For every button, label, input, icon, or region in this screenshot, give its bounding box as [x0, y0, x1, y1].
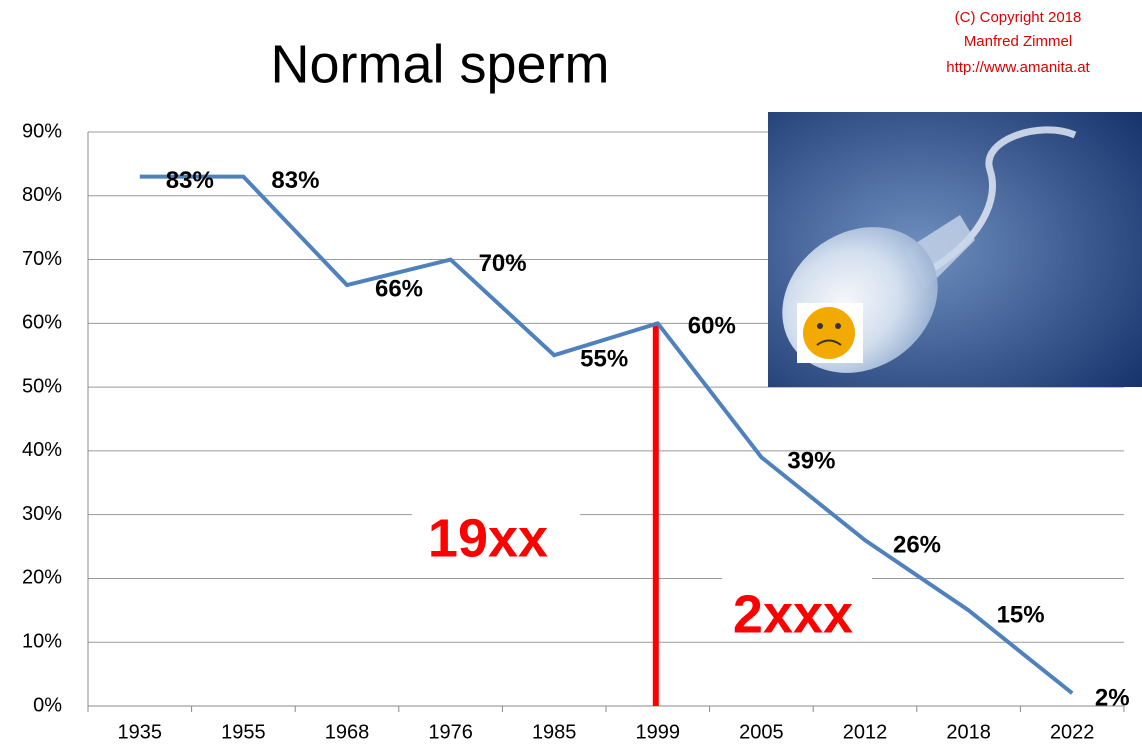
- y-tick-label: 0%: [33, 694, 62, 716]
- x-tick-label: 1935: [118, 721, 163, 743]
- y-tick-label: 80%: [22, 184, 62, 206]
- annotation: 2xxx: [733, 584, 853, 644]
- value-label: 83%: [271, 167, 319, 194]
- chart: 0% 10% 20% 30% 40% 50% 60% 70% 80% 90% 1935 1955 196…: [0, 0, 1142, 749]
- x-tick-label: 2005: [739, 721, 784, 743]
- y-tick-label: 20%: [22, 567, 62, 589]
- value-label: 83%: [166, 167, 214, 194]
- annotation: 19xx: [428, 508, 548, 568]
- y-tick-label: 60%: [22, 312, 62, 334]
- value-label: 55%: [580, 346, 628, 373]
- x-tick-label: 2012: [843, 721, 888, 743]
- chart-title: Normal sperm: [270, 34, 609, 94]
- value-label: 66%: [375, 275, 423, 302]
- x-tick-label: 1999: [636, 721, 681, 743]
- x-tick-label: 1985: [532, 721, 577, 743]
- copyright: Manfred Zimmel: [964, 33, 1072, 50]
- x-tick-label: 1955: [221, 721, 266, 743]
- x-tick-label: 1968: [325, 721, 370, 743]
- sperm-image: [754, 112, 1142, 403]
- value-label: 15%: [997, 602, 1045, 629]
- y-tick-label: 40%: [22, 439, 62, 461]
- value-label: 26%: [893, 532, 941, 559]
- value-label: 2%: [1095, 685, 1130, 712]
- value-label: 39%: [787, 448, 835, 475]
- x-tick-label: 2018: [946, 721, 991, 743]
- copyright: http://www.amanita.at: [946, 59, 1090, 76]
- value-label: 60%: [688, 313, 736, 340]
- y-tick-label: 50%: [22, 375, 62, 397]
- y-tick-label: 90%: [22, 120, 62, 142]
- x-tick-label: 2022: [1050, 721, 1095, 743]
- x-tick-label: 1976: [428, 721, 473, 743]
- value-label: 70%: [479, 250, 527, 277]
- copyright: (C) Copyright 2018: [955, 9, 1082, 26]
- y-tick-label: 70%: [22, 248, 62, 270]
- y-tick-label: 10%: [22, 631, 62, 653]
- y-tick-label: 30%: [22, 503, 62, 525]
